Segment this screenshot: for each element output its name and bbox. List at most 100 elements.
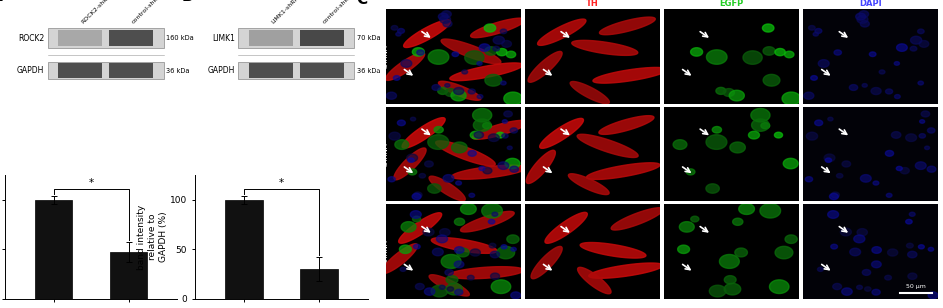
Polygon shape — [408, 169, 417, 175]
Polygon shape — [400, 245, 411, 253]
Bar — [48, 28, 163, 48]
Polygon shape — [600, 17, 655, 35]
Polygon shape — [588, 263, 663, 278]
Y-axis label: LIMK1-
shRNA: LIMK1- shRNA — [375, 239, 389, 264]
Text: ROCK2-shRNA: ROCK2-shRNA — [80, 0, 115, 24]
Polygon shape — [488, 219, 495, 224]
Polygon shape — [504, 111, 512, 117]
Polygon shape — [928, 128, 935, 133]
Polygon shape — [482, 204, 503, 218]
Polygon shape — [723, 89, 735, 96]
Polygon shape — [808, 26, 815, 30]
Polygon shape — [393, 75, 400, 80]
Polygon shape — [569, 174, 609, 195]
Polygon shape — [493, 46, 500, 51]
Polygon shape — [587, 163, 660, 180]
Polygon shape — [402, 118, 445, 148]
Polygon shape — [895, 95, 901, 99]
Polygon shape — [432, 85, 440, 91]
Polygon shape — [782, 92, 801, 105]
Title: DAPI: DAPI — [859, 0, 882, 8]
Polygon shape — [538, 19, 586, 45]
Text: control-shRNA: control-shRNA — [131, 0, 166, 24]
Bar — [109, 63, 153, 78]
Polygon shape — [834, 50, 841, 55]
Polygon shape — [749, 131, 759, 139]
Polygon shape — [805, 177, 813, 182]
Polygon shape — [404, 20, 451, 47]
Polygon shape — [424, 161, 433, 167]
Bar — [58, 63, 102, 78]
Polygon shape — [434, 127, 443, 133]
Polygon shape — [501, 81, 506, 85]
Polygon shape — [724, 283, 741, 295]
Polygon shape — [545, 212, 587, 243]
Polygon shape — [443, 175, 454, 182]
Polygon shape — [410, 211, 422, 218]
Polygon shape — [511, 247, 517, 251]
Polygon shape — [919, 40, 929, 47]
Polygon shape — [712, 127, 721, 133]
Polygon shape — [571, 40, 637, 55]
Polygon shape — [439, 229, 450, 236]
Polygon shape — [471, 18, 525, 38]
Bar — [300, 30, 343, 46]
Bar — [301, 269, 338, 299]
Polygon shape — [859, 11, 869, 18]
Polygon shape — [580, 242, 646, 258]
Polygon shape — [468, 275, 474, 280]
Text: GAPDH: GAPDH — [207, 66, 235, 75]
Polygon shape — [578, 267, 611, 294]
Polygon shape — [911, 36, 922, 44]
Bar — [225, 200, 263, 299]
Bar — [249, 30, 293, 46]
Polygon shape — [885, 151, 894, 156]
Polygon shape — [871, 261, 882, 268]
Bar — [300, 63, 343, 78]
Polygon shape — [850, 248, 861, 256]
Polygon shape — [387, 92, 397, 99]
Polygon shape — [908, 273, 917, 279]
Polygon shape — [593, 67, 667, 83]
Bar — [35, 200, 73, 299]
Text: GAPDH: GAPDH — [17, 66, 44, 75]
Polygon shape — [472, 120, 527, 139]
Polygon shape — [752, 119, 769, 131]
Polygon shape — [493, 36, 505, 44]
Text: control-shRNA: control-shRNA — [322, 0, 356, 24]
Polygon shape — [673, 140, 687, 149]
Polygon shape — [918, 245, 924, 249]
Polygon shape — [611, 208, 664, 230]
Polygon shape — [857, 229, 868, 236]
Polygon shape — [738, 203, 754, 214]
Polygon shape — [414, 192, 422, 198]
Polygon shape — [423, 228, 434, 236]
Polygon shape — [824, 154, 835, 162]
Polygon shape — [905, 219, 912, 224]
Polygon shape — [456, 248, 470, 257]
Polygon shape — [491, 280, 511, 294]
Polygon shape — [401, 60, 412, 67]
Polygon shape — [862, 83, 868, 87]
Polygon shape — [454, 87, 464, 95]
Bar — [249, 63, 293, 78]
Polygon shape — [539, 118, 584, 148]
Polygon shape — [706, 135, 727, 149]
Polygon shape — [784, 158, 798, 169]
Polygon shape — [769, 280, 789, 294]
Polygon shape — [916, 162, 926, 169]
Polygon shape — [894, 62, 900, 65]
Polygon shape — [406, 154, 418, 162]
Polygon shape — [490, 273, 500, 279]
Polygon shape — [396, 32, 401, 36]
Text: LIMK1: LIMK1 — [212, 34, 235, 43]
Polygon shape — [910, 46, 917, 51]
Polygon shape — [896, 166, 902, 171]
Polygon shape — [909, 212, 915, 216]
Polygon shape — [488, 134, 499, 141]
Polygon shape — [484, 24, 496, 32]
Polygon shape — [446, 276, 458, 284]
Text: A: A — [0, 0, 3, 4]
Polygon shape — [433, 248, 443, 256]
Bar — [239, 62, 355, 79]
